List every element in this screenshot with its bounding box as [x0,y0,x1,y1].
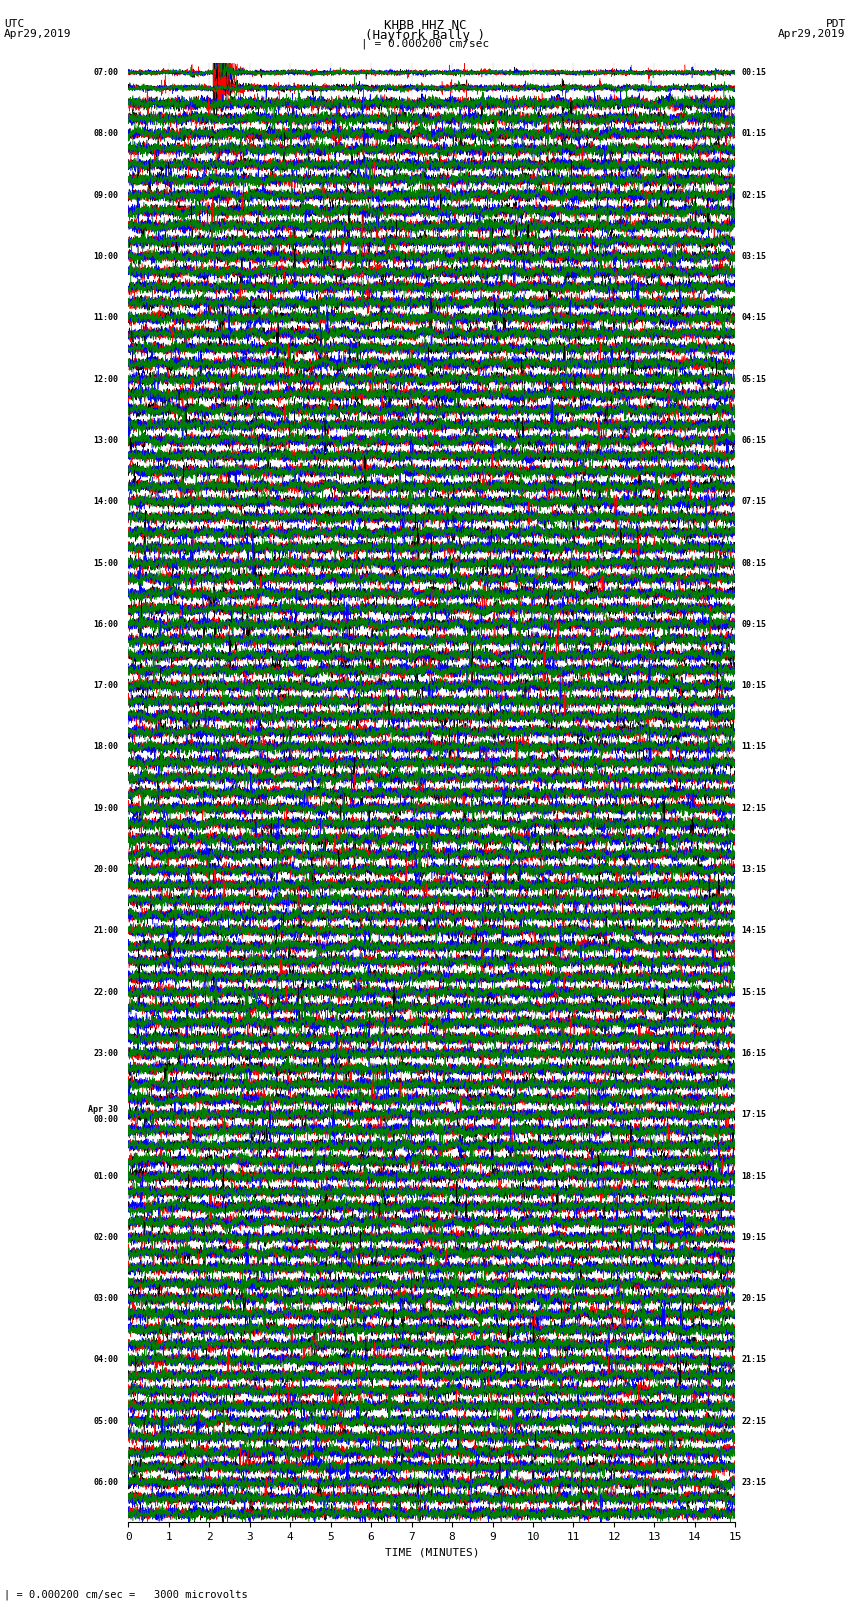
Text: PDT: PDT [825,19,846,29]
Text: 10:00: 10:00 [94,252,118,261]
Text: | = 0.000200 cm/sec: | = 0.000200 cm/sec [361,39,489,50]
Text: 21:00: 21:00 [94,926,118,936]
Text: 05:15: 05:15 [741,374,767,384]
Text: 15:15: 15:15 [741,987,767,997]
Text: 04:15: 04:15 [741,313,767,323]
Text: 07:15: 07:15 [741,497,767,506]
Text: 18:15: 18:15 [741,1171,767,1181]
Text: 19:15: 19:15 [741,1232,767,1242]
Text: UTC: UTC [4,19,25,29]
Text: 11:15: 11:15 [741,742,767,752]
Text: 09:00: 09:00 [94,190,118,200]
Text: 06:15: 06:15 [741,436,767,445]
Text: KHBB HHZ NC: KHBB HHZ NC [383,19,467,32]
Text: 04:00: 04:00 [94,1355,118,1365]
Text: 21:15: 21:15 [741,1355,767,1365]
Text: Apr29,2019: Apr29,2019 [4,29,71,39]
Text: 12:00: 12:00 [94,374,118,384]
Text: 23:15: 23:15 [741,1478,767,1487]
Text: 03:15: 03:15 [741,252,767,261]
Text: 16:15: 16:15 [741,1048,767,1058]
Text: 01:15: 01:15 [741,129,767,139]
Text: 15:00: 15:00 [94,558,118,568]
Text: 02:00: 02:00 [94,1232,118,1242]
Text: 05:00: 05:00 [94,1416,118,1426]
Text: 13:00: 13:00 [94,436,118,445]
Text: 01:00: 01:00 [94,1171,118,1181]
Text: 10:15: 10:15 [741,681,767,690]
Text: (Hayfork Bally ): (Hayfork Bally ) [365,29,485,42]
Text: Apr29,2019: Apr29,2019 [779,29,846,39]
Text: 14:00: 14:00 [94,497,118,506]
Text: 11:00: 11:00 [94,313,118,323]
Text: 17:15: 17:15 [741,1110,767,1119]
Text: 20:15: 20:15 [741,1294,767,1303]
Text: 18:00: 18:00 [94,742,118,752]
Text: 06:00: 06:00 [94,1478,118,1487]
Text: 00:15: 00:15 [741,68,767,77]
X-axis label: TIME (MINUTES): TIME (MINUTES) [384,1548,479,1558]
Text: 03:00: 03:00 [94,1294,118,1303]
Text: 09:15: 09:15 [741,619,767,629]
Text: 23:00: 23:00 [94,1048,118,1058]
Text: 19:00: 19:00 [94,803,118,813]
Text: 12:15: 12:15 [741,803,767,813]
Text: 16:00: 16:00 [94,619,118,629]
Text: 08:00: 08:00 [94,129,118,139]
Text: 13:15: 13:15 [741,865,767,874]
Text: 14:15: 14:15 [741,926,767,936]
Text: | = 0.000200 cm/sec =   3000 microvolts: | = 0.000200 cm/sec = 3000 microvolts [4,1589,248,1600]
Text: Apr 30
00:00: Apr 30 00:00 [88,1105,118,1124]
Text: 22:15: 22:15 [741,1416,767,1426]
Text: 08:15: 08:15 [741,558,767,568]
Text: 07:00: 07:00 [94,68,118,77]
Text: 17:00: 17:00 [94,681,118,690]
Text: 20:00: 20:00 [94,865,118,874]
Text: 02:15: 02:15 [741,190,767,200]
Text: 22:00: 22:00 [94,987,118,997]
